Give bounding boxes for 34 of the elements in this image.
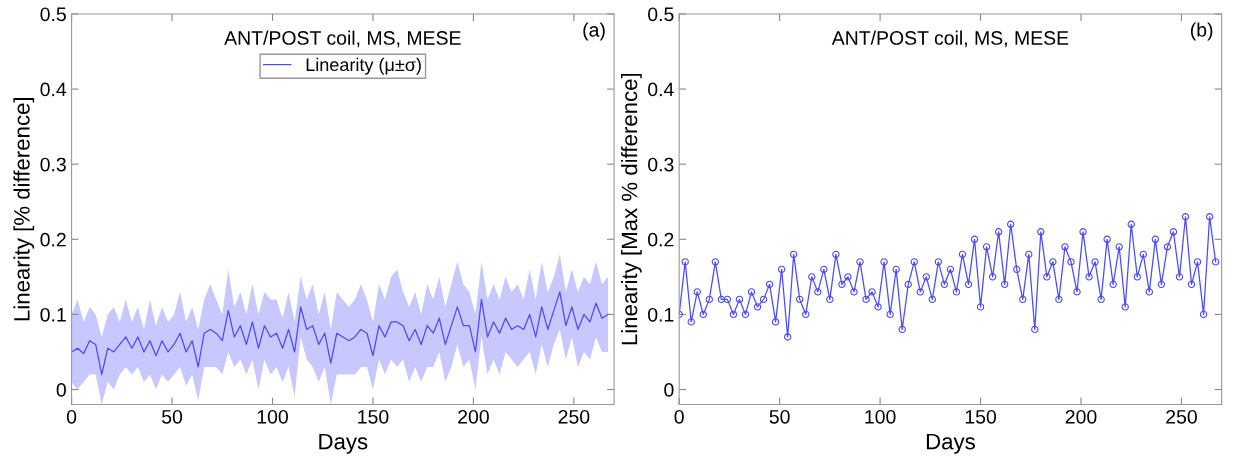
x-tick-label: 100 [257, 409, 288, 424]
y-tick-label: 0.1 [40, 307, 66, 322]
x-tick-label: 100 [865, 409, 896, 424]
line-series [71, 291, 609, 376]
text: ANT/POST coil, MS, MESE [831, 30, 1069, 48]
annotation: (b) [1190, 22, 1213, 41]
x-tick-label: 200 [1065, 409, 1097, 424]
y-tick-label: 0.5 [40, 7, 66, 22]
y-axis-title: Linearity [% difference] [13, 98, 35, 321]
x-axis-title: Days [926, 433, 975, 454]
y-tick-label: 0.4 [40, 82, 67, 97]
text: ANT/POST coil, MS, MESE [224, 30, 461, 48]
legend-label: Linearity (μ±σ) [306, 57, 421, 75]
y-tick-label: 0 [56, 382, 66, 397]
y-tick-label: 0.3 [40, 157, 66, 172]
x-tick-label: 150 [965, 409, 997, 424]
y-tick-label: 0.1 [648, 307, 674, 322]
x-tick-label: 50 [769, 409, 790, 424]
y-tick-label: 0.5 [648, 7, 674, 22]
x-tick-label: 150 [358, 409, 389, 424]
x-tick-label: 250 [1166, 409, 1197, 424]
x-tick-label: 200 [458, 409, 489, 424]
y-tick-label: 0 [664, 382, 674, 397]
annotation: (a) [583, 22, 605, 41]
x-tick-label: 250 [558, 409, 590, 424]
x-tick-label: 0 [66, 409, 77, 424]
y-tick-label: 0.3 [648, 157, 674, 172]
x-axis-title: Days [319, 433, 368, 454]
y-tick-label: 0.2 [648, 232, 674, 247]
x-tick-label: 50 [162, 409, 183, 424]
y-tick-label: 0.2 [40, 232, 66, 247]
y-axis-title: Linearity [Max % difference] [621, 73, 642, 345]
x-tick-label: 0 [674, 409, 684, 424]
y-tick-label: 0.4 [648, 82, 674, 97]
